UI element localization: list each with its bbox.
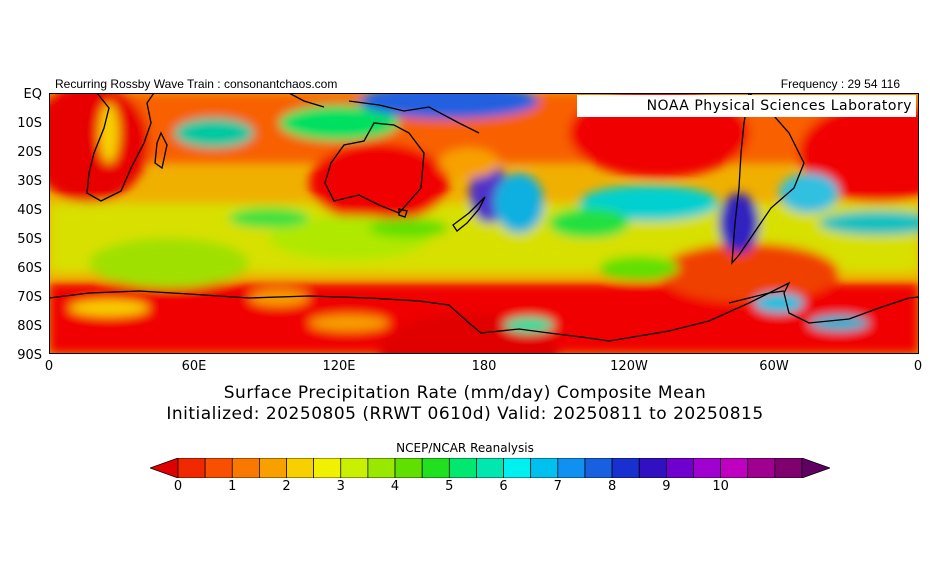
colorbar-swatch bbox=[503, 458, 532, 478]
colorbar-tick-label: 1 bbox=[228, 479, 237, 494]
colorbar-swatch bbox=[313, 458, 342, 478]
title-line2: Initialized: 20250805 (RRWT 0610d) Valid… bbox=[166, 404, 764, 424]
colorbar-swatch bbox=[286, 458, 315, 478]
lat-label-10s: 10S bbox=[17, 116, 42, 131]
colorbar-over-triangle bbox=[801, 458, 830, 478]
colorbar-swatch bbox=[367, 458, 396, 478]
colorbar-swatch bbox=[259, 458, 287, 478]
lat-label-90s: 90S bbox=[17, 348, 42, 363]
colorbar-swatch bbox=[557, 458, 586, 478]
colorbar-under-triangle bbox=[150, 458, 179, 478]
colorbar-tick-label: 4 bbox=[390, 479, 400, 494]
lon-label-60e: 60E bbox=[181, 359, 207, 374]
colorbar-swatch bbox=[584, 458, 613, 478]
colorbar-swatch bbox=[747, 458, 776, 478]
lon-label-0: 0 bbox=[44, 359, 54, 374]
colorbar bbox=[150, 458, 830, 478]
noaa-label: NOAA Physical Sciences Laboratory bbox=[577, 95, 916, 117]
lat-label-70s: 70S bbox=[17, 290, 42, 305]
lon-label-60w: 60W bbox=[759, 359, 789, 374]
source-label: NCEP/NCAR Reanalysis bbox=[396, 441, 534, 455]
precipitation-map bbox=[49, 93, 919, 354]
header-right-text: Frequency : 29 54 116 bbox=[780, 77, 900, 91]
lat-label-40s: 40S bbox=[17, 203, 42, 218]
title-line1: Surface Precipitation Rate (mm/day) Comp… bbox=[223, 383, 707, 403]
colorbar-swatch bbox=[177, 458, 206, 478]
lon-label-120e: 120E bbox=[322, 359, 356, 374]
colorbar-swatch bbox=[638, 458, 667, 478]
colorbar-swatch bbox=[693, 458, 721, 478]
lon-label-120w: 120W bbox=[610, 359, 648, 374]
colorbar-swatch bbox=[665, 458, 694, 478]
lat-label-20s: 20S bbox=[17, 145, 42, 160]
colorbar-swatch bbox=[611, 458, 640, 478]
lat-label-50s: 50S bbox=[17, 232, 42, 247]
colorbar-swatch bbox=[476, 458, 504, 478]
colorbar-tick-label: 5 bbox=[445, 479, 454, 494]
lat-label-80s: 80S bbox=[17, 319, 42, 334]
colorbar-tick-label: 6 bbox=[499, 479, 508, 494]
lat-label-30s: 30S bbox=[17, 174, 42, 189]
colorbar-swatch bbox=[394, 458, 423, 478]
colorbar-swatch bbox=[231, 458, 260, 478]
colorbar-swatch bbox=[720, 458, 749, 478]
lon-label-180: 180 bbox=[471, 359, 497, 374]
colorbar-tick-label: 3 bbox=[336, 479, 345, 494]
header-left-text: Recurring Rossby Wave Train : consonantc… bbox=[55, 77, 338, 91]
colorbar-swatch bbox=[204, 458, 233, 478]
lat-label-eq: EQ bbox=[23, 87, 42, 102]
colorbar-tick-label: 0 bbox=[173, 479, 183, 494]
colorbar-swatch bbox=[421, 458, 450, 478]
colorbar-tick-label: 10 bbox=[712, 479, 729, 494]
colorbar-swatch bbox=[448, 458, 477, 478]
colorbar-swatch bbox=[530, 458, 559, 478]
colorbar-tick-label: 7 bbox=[553, 479, 562, 494]
colorbar-tick-label: 9 bbox=[662, 479, 671, 494]
colorbar-tick-label: 8 bbox=[607, 479, 617, 494]
colorbar-swatch bbox=[340, 458, 369, 478]
lon-label-0-right: 0 bbox=[913, 359, 923, 374]
colorbar-tick-label: 2 bbox=[282, 479, 291, 494]
lat-label-60s: 60S bbox=[17, 261, 42, 276]
colorbar-swatch bbox=[774, 458, 803, 478]
